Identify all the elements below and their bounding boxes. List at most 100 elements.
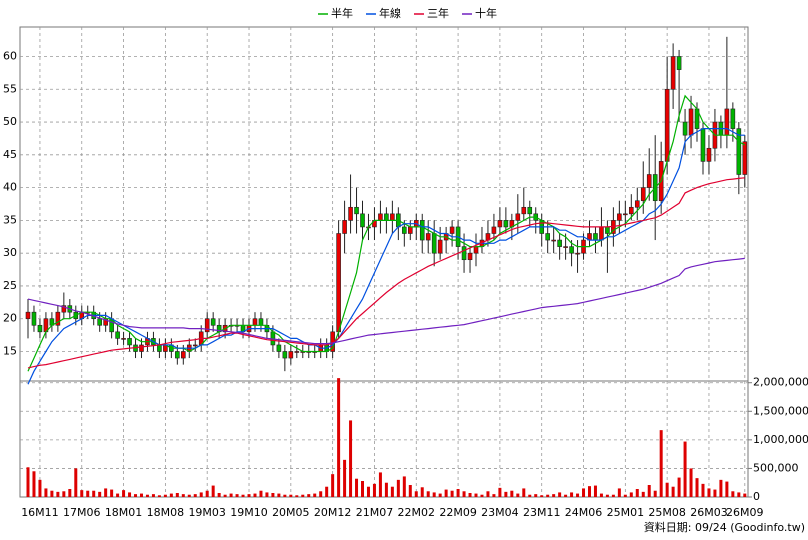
x-tick-label: 23M04	[481, 506, 519, 519]
volume-bar	[265, 492, 269, 497]
volume-bar	[546, 494, 550, 497]
ma-line	[27, 128, 745, 385]
candle-body	[461, 246, 467, 261]
y2-tick-label: 0	[753, 490, 760, 503]
candle-body	[402, 226, 407, 234]
volume-bar	[725, 481, 729, 497]
candle-body	[121, 338, 126, 340]
volume-bar	[390, 486, 394, 497]
candle-body	[258, 318, 264, 326]
volume-bar	[683, 441, 687, 497]
candle-body	[181, 351, 186, 359]
volume-bar	[671, 486, 675, 497]
volume-bar	[175, 493, 179, 497]
x-tick-label: 19M03	[188, 506, 226, 519]
y-tick-label: 35	[3, 213, 17, 226]
volume-bar	[731, 491, 735, 497]
candle-body	[97, 318, 102, 326]
candle-body	[31, 311, 37, 326]
volume-bar	[462, 491, 466, 497]
x-tick-label: 17M06	[63, 506, 101, 519]
y-tick-label: 30	[3, 246, 17, 259]
volume-bar	[719, 479, 723, 497]
volume-bar	[32, 471, 36, 497]
candle-body	[634, 200, 640, 208]
candle-body	[676, 56, 682, 70]
volume-bar	[587, 486, 591, 497]
volume-bar	[92, 490, 96, 497]
legend-label: 三年	[427, 6, 449, 20]
volume-bar	[301, 494, 305, 497]
volume-bar	[528, 494, 532, 497]
candle-body	[127, 338, 132, 346]
volume-bar	[98, 491, 102, 497]
volume-bar	[570, 492, 574, 497]
volume-bar	[474, 493, 478, 497]
volume-bar	[623, 494, 627, 497]
plot-frame	[19, 26, 749, 498]
volume-bar	[737, 492, 741, 497]
candle-body	[61, 305, 67, 313]
x-tick-label: 26M03	[690, 506, 728, 519]
x-tick-label: 20M05	[272, 506, 310, 519]
y-tick-label: 45	[3, 148, 17, 161]
volume-bar	[492, 494, 496, 497]
volume-bar	[187, 494, 191, 497]
volume-bar	[456, 489, 460, 497]
candle-body	[378, 213, 383, 221]
volume-bar	[558, 492, 562, 497]
y-tick-label: 60	[3, 50, 17, 63]
volume-bar	[217, 493, 221, 497]
volume-bar	[56, 491, 60, 497]
volume-bar	[522, 488, 526, 497]
volume-bar	[516, 493, 520, 497]
x-tick-label: 22M09	[439, 506, 477, 519]
volume-bar	[593, 485, 597, 497]
candle-body	[563, 246, 568, 248]
volume-bar	[408, 485, 412, 497]
candle-body	[354, 206, 359, 215]
volume-bar	[283, 494, 287, 497]
volume-bar	[582, 488, 586, 497]
volume-bar	[552, 494, 556, 497]
y2-tick-label: 2,000,000	[753, 376, 808, 389]
candle-body	[706, 147, 712, 162]
volume-bar	[181, 494, 185, 497]
candle-body	[664, 88, 670, 162]
y2-tick-label: 500,000	[753, 461, 799, 474]
volume-bar	[617, 488, 621, 497]
legend-label: 十年	[475, 6, 497, 20]
volume-bar	[504, 491, 508, 497]
volume-bar	[510, 490, 514, 497]
candle-body	[390, 213, 395, 221]
volume-bar	[384, 482, 388, 497]
candle-body	[288, 351, 294, 359]
candle-body	[55, 311, 61, 326]
x-tick-label: 16M11	[21, 506, 59, 519]
candle-body	[252, 318, 258, 326]
candle-body	[192, 344, 198, 347]
volume-bar	[139, 493, 143, 497]
ma-line	[27, 257, 745, 345]
volume-bar	[68, 489, 72, 497]
candle-body	[175, 351, 180, 359]
candle-body	[521, 206, 527, 215]
candle-body	[736, 128, 742, 175]
candle-body	[569, 246, 574, 254]
volume-bar	[641, 491, 645, 497]
volume-bar	[307, 494, 311, 497]
candle-body	[545, 233, 550, 241]
x-tick-label: 19M10	[230, 506, 268, 519]
volume-bar	[480, 494, 484, 497]
volume-bar	[331, 474, 335, 497]
x-tick-label: 18M08	[147, 506, 185, 519]
volume-bar	[444, 489, 448, 497]
candle-body	[407, 226, 413, 234]
ma-line	[27, 177, 745, 369]
x-tick-label: 18M01	[105, 506, 143, 519]
volume-bar	[116, 493, 120, 497]
volume-bar	[349, 420, 353, 497]
candle-body	[139, 344, 144, 352]
candle-body	[730, 108, 736, 129]
